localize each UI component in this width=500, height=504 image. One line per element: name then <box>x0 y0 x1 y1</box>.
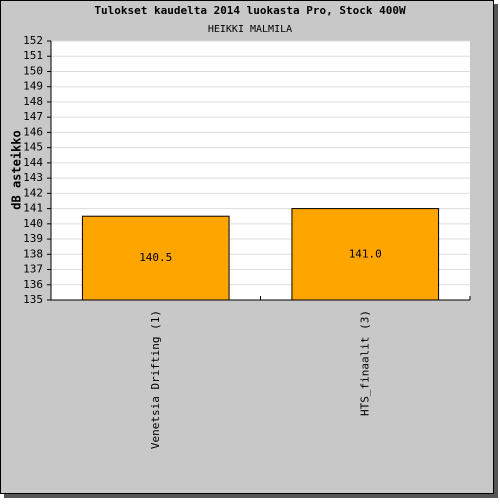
y-axis-label: dB asteikko <box>10 130 24 209</box>
y-tick-label: 140 <box>23 217 43 230</box>
x-tick-label: HTS_finaalit (3) <box>358 310 371 416</box>
y-tick-label: 137 <box>23 263 43 276</box>
y-tick-label: 145 <box>23 141 43 154</box>
y-tick-label: 142 <box>23 186 43 199</box>
y-tick-label: 152 <box>23 34 43 47</box>
y-tick-label: 143 <box>23 171 43 184</box>
y-tick-label: 148 <box>23 95 43 108</box>
bar <box>81 215 230 301</box>
y-tick-label: 151 <box>23 49 43 62</box>
y-tick-label: 141 <box>23 202 43 215</box>
y-tick-label: 149 <box>23 80 43 93</box>
y-tick-label: 150 <box>23 64 43 77</box>
y-tick-label: 136 <box>23 278 43 291</box>
chart-title: Tulokset kaudelta 2014 luokasta Pro, Sto… <box>94 4 406 17</box>
y-tick-label: 138 <box>23 247 43 260</box>
y-tick-label: 146 <box>23 125 43 138</box>
x-tick-label: Venetsia Drifting (1) <box>149 310 162 449</box>
y-tick-label: 147 <box>23 110 43 123</box>
y-tick-label: 135 <box>23 293 43 306</box>
y-tick-label: 144 <box>23 156 43 169</box>
chart-subtitle: HEIKKI MALMILA <box>208 24 292 35</box>
y-tick-label: 139 <box>23 232 43 245</box>
data-label: 140.5 <box>139 251 172 264</box>
data-label: 141.0 <box>349 247 382 260</box>
bar <box>291 208 440 301</box>
